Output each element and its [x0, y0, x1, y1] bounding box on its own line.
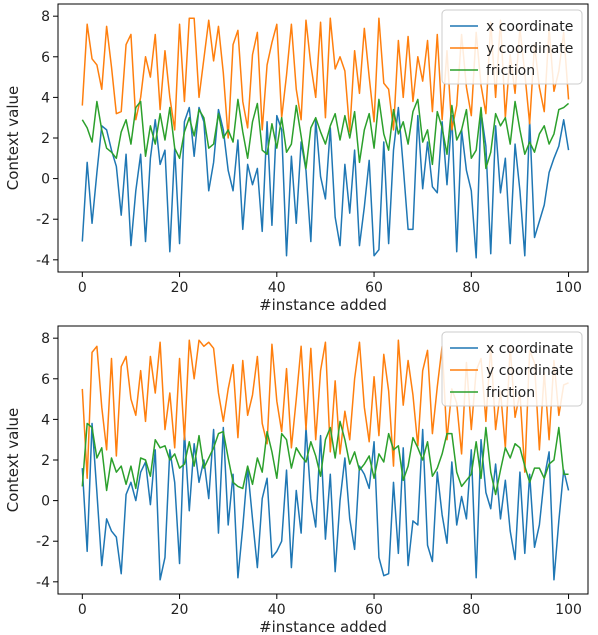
x-tick-label: 60 — [365, 602, 383, 618]
x-tick-label: 40 — [268, 602, 286, 618]
x-tick-label: 80 — [462, 602, 480, 618]
series-line-x-coordinate — [81, 422, 570, 581]
y-tick-label: 2 — [41, 453, 50, 469]
y-tick-label: 4 — [41, 412, 50, 428]
y-tick-label: 0 — [41, 172, 50, 188]
series-line-friction — [81, 98, 570, 170]
y-tick-label: 0 — [41, 494, 50, 510]
x-tick-label: 0 — [78, 602, 87, 618]
y-tick-label: -2 — [36, 534, 50, 550]
chart-panel-2: 0 20 40 60 80 100 -4 -2 0 2 4 6 8 #instance added Cont… — [4, 325, 589, 635]
y-tick-label: 6 — [41, 50, 50, 66]
series-line-friction — [81, 420, 569, 496]
legend-label: x coordinate — [486, 19, 573, 35]
legend-label: friction — [486, 63, 535, 79]
y-tick-label: 8 — [41, 331, 50, 347]
y-tick-label: 8 — [41, 9, 50, 25]
x-axis-label: #instance added — [259, 296, 387, 314]
y-tick-label: -4 — [36, 253, 50, 269]
x-tick-label: 60 — [365, 280, 383, 296]
y-tick-label: 6 — [41, 372, 50, 388]
legend-label: x coordinate — [486, 341, 573, 357]
chart-panel-1: 0 20 40 60 80 100 -4 -2 0 2 4 6 8 #instance added Cont… — [4, 3, 589, 314]
x-tick-label: 20 — [171, 602, 189, 618]
series-line-x-coordinate — [81, 106, 570, 259]
y-tick-label: -4 — [36, 575, 50, 591]
x-tick-label: 40 — [268, 280, 286, 296]
y-axis-label: Context value — [4, 86, 22, 191]
legend-label: y coordinate — [486, 363, 573, 379]
x-tick-label: 20 — [171, 280, 189, 296]
x-axis-label: #instance added — [259, 618, 387, 635]
x-tick-label: 100 — [555, 602, 582, 618]
x-tick-label: 100 — [555, 280, 582, 296]
y-tick-label: 4 — [41, 90, 50, 106]
x-tick-label: 0 — [78, 280, 87, 296]
y-tick-label: 2 — [41, 131, 50, 147]
y-tick-label: -2 — [36, 212, 50, 228]
legend-label: y coordinate — [486, 41, 573, 57]
x-tick-label: 80 — [462, 280, 480, 296]
y-axis-label: Context value — [4, 408, 22, 513]
legend: x coordinate y coordinate friction — [441, 331, 583, 407]
legend-box — [441, 331, 583, 407]
legend: x coordinate y coordinate friction — [441, 9, 583, 85]
legend-box — [441, 9, 583, 85]
legend-label: friction — [486, 385, 535, 401]
